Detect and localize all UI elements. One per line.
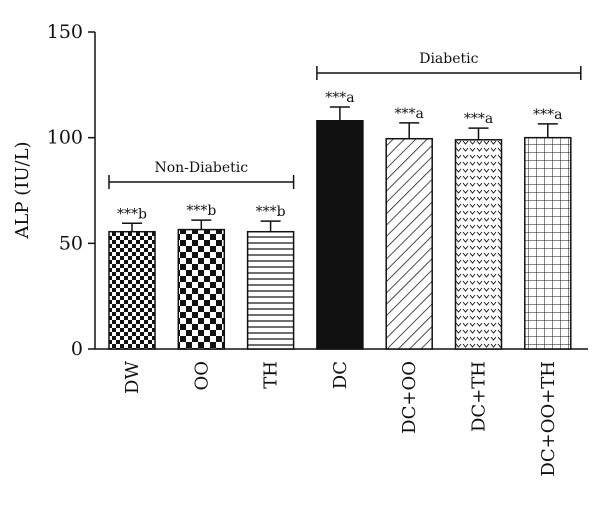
- group-label: Non-Diabetic: [154, 160, 248, 176]
- category-labels: DW OO TH DC DC+OO DC+TH DC+OO+TH: [122, 361, 559, 477]
- bar-dc-th: [454, 139, 503, 350]
- bar-dc-oo-th: [524, 136, 572, 350]
- category-label: OO: [191, 361, 212, 391]
- y-tick-label: 150: [47, 21, 83, 43]
- bar-oo: [177, 228, 226, 350]
- y-tick-label: 100: [47, 127, 83, 149]
- error-bars: [122, 106, 558, 232]
- category-label: DW: [122, 361, 143, 394]
- group-label: Diabetic: [419, 51, 478, 67]
- significance-labels: ***b ***b ***b ***a ***a ***a ***a: [117, 90, 562, 222]
- bar-dw: [108, 230, 156, 350]
- y-tick-label: 50: [59, 232, 83, 254]
- bar-dc: [316, 120, 364, 350]
- category-label: DC+OO+TH: [538, 361, 559, 477]
- category-label: DC: [330, 361, 351, 389]
- bar-th: [246, 230, 295, 350]
- significance-label: ***a: [464, 111, 493, 127]
- bars: [108, 120, 572, 350]
- y-tick-label: 0: [71, 338, 83, 360]
- significance-label: ***b: [117, 206, 147, 222]
- significance-label: ***a: [325, 90, 354, 106]
- significance-label: ***a: [395, 106, 424, 122]
- group-brackets: Non-Diabetic Diabetic: [108, 51, 582, 189]
- category-label: TH: [261, 361, 282, 389]
- y-axis-label: ALP (IU/L): [12, 141, 33, 239]
- y-ticks: 0 50 100 150: [47, 21, 95, 360]
- category-label: DC+OO: [399, 361, 420, 434]
- significance-label: ***b: [256, 204, 286, 220]
- significance-label: ***a: [533, 107, 562, 123]
- category-label: DC+TH: [469, 361, 490, 432]
- significance-label: ***b: [186, 203, 216, 219]
- bar-dc-oo: [385, 137, 433, 350]
